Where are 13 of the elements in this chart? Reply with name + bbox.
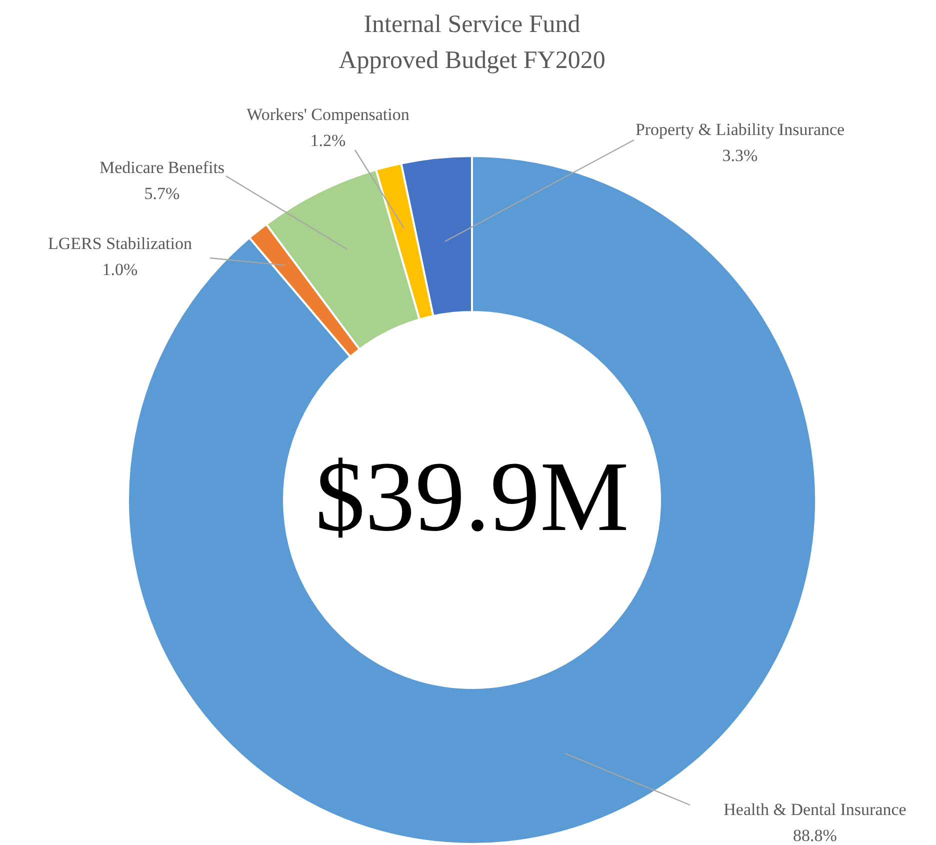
slice-label: Health & Dental Insurance [724, 800, 906, 819]
slice-label: LGERS Stabilization [48, 234, 193, 253]
slice-label: Medicare Benefits [99, 158, 225, 177]
slice-label: Property & Liability Insurance [635, 120, 845, 139]
data-label: 1.0% [102, 260, 138, 279]
data-label: 5.7% [144, 184, 180, 203]
text: $39.9M [315, 441, 629, 552]
chart-title: Internal Service Fund [364, 11, 581, 38]
data-label: 88.8% [793, 826, 837, 845]
data-label: 3.3% [722, 146, 758, 165]
data-label: 1.2% [310, 131, 346, 150]
chart-subtitle: Approved Budget FY2020 [338, 47, 606, 74]
slice-label: Workers' Compensation [246, 105, 410, 124]
